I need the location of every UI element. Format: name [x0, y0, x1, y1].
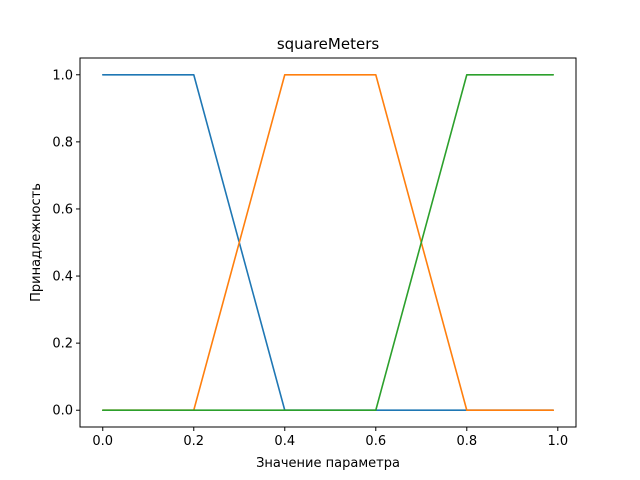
x-tick-label: 0.0 [92, 434, 113, 449]
y-tick-label: 0.2 [52, 337, 73, 352]
x-axis-label: Значение параметра [256, 456, 400, 471]
x-tick-label: 0.6 [365, 434, 386, 449]
x-tick-label: 0.8 [456, 434, 477, 449]
y-tick-label: 0.0 [52, 404, 73, 419]
y-tick-label: 0.8 [52, 135, 73, 150]
plot-frame [79, 57, 577, 428]
y-tick-label: 0.4 [52, 270, 73, 285]
x-tick-label: 0.4 [274, 434, 295, 449]
y-tick-label: 1.0 [52, 68, 73, 83]
x-tick-label: 0.2 [183, 434, 204, 449]
x-tick-label: 1.0 [547, 434, 568, 449]
y-tick-label: 0.6 [52, 202, 73, 217]
y-axis-label: Принадлежность [29, 183, 44, 302]
y-axis: 0.0 0.2 0.4 0.6 0.8 1.0 [52, 68, 80, 419]
series-line-3 [101, 73, 555, 412]
series-layer [101, 73, 555, 412]
series-line-1 [101, 73, 555, 412]
x-axis: 0.0 0.2 0.4 0.6 0.8 1.0 [92, 427, 568, 449]
series-line-2 [101, 73, 555, 412]
chart-title: squareMeters [277, 35, 380, 53]
